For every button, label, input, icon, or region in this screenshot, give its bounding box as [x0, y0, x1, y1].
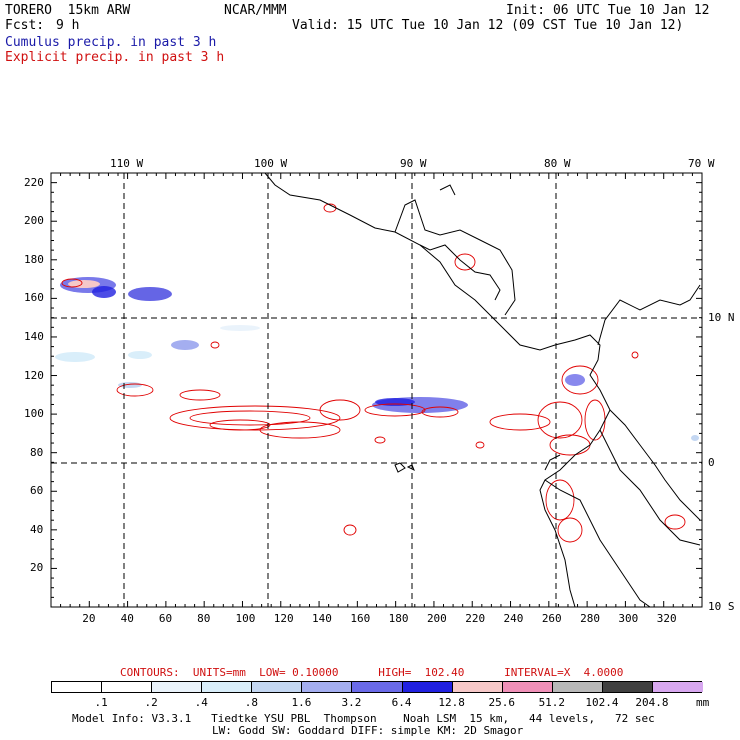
colorbar-cell: [652, 682, 703, 692]
colorbar-label: 102.4: [585, 696, 619, 709]
x-tick-label: 200: [426, 612, 447, 625]
x-tick-label: 300: [618, 612, 639, 625]
y-tick-label: 80: [30, 445, 44, 459]
lon-label-80w: 80 W: [544, 157, 571, 170]
colorbar-cell: [152, 682, 203, 692]
x-tick-label: 160: [350, 612, 371, 625]
colorbar-cell: [352, 682, 403, 692]
explicit-legend: Explicit precip. in past 3 h: [5, 50, 225, 65]
colorbar-label: .8: [244, 696, 258, 709]
colorbar-cell: [102, 682, 153, 692]
valid-time: Valid: 15 UTC Tue 10 Jan 12 (09 CST Tue …: [292, 18, 684, 33]
forecast-hour: 9 h: [56, 18, 80, 33]
colorbar-cell: [302, 682, 353, 692]
x-tick-label: 60: [158, 612, 173, 625]
lat-label-0: 0: [708, 456, 715, 469]
y-tick-label: 100: [24, 407, 44, 421]
y-tick-label: 200: [24, 214, 44, 228]
organization-label: NCAR/MMM: [224, 3, 287, 18]
y-tick-label: 60: [30, 484, 44, 498]
colorbar-cell: [452, 682, 503, 692]
lat-label-10s: 10 S: [708, 600, 735, 613]
colorbar-label: 51.2: [538, 696, 566, 709]
lon-label-110w: 110 W: [110, 157, 144, 170]
y-tick-label: 40: [30, 522, 44, 536]
x-tick-label: 240: [503, 612, 524, 625]
model-info: Model Info: V3.3.1 Tiedtke YSU PBL Thomp…: [72, 712, 655, 725]
x-tick-label: 140: [312, 612, 332, 625]
cumulus-legend: Cumulus precip. in past 3 h: [5, 35, 217, 50]
colorbar-cell: [402, 682, 453, 692]
y-tick-label: 160: [24, 291, 44, 305]
y-tick-label: 20: [30, 561, 44, 575]
lon-label-70w: 70 W: [688, 157, 715, 170]
colorbar-cell: [602, 682, 653, 692]
colorbar-cell: [52, 682, 103, 692]
x-tick-label: 100: [235, 612, 256, 625]
x-tick-label: 120: [273, 612, 294, 625]
coastlines: [264, 172, 701, 608]
graticule: [51, 173, 702, 607]
colorbar-cell: [552, 682, 603, 692]
model-physics: LW: Godd SW: Goddard DIFF: simple KM: 2D…: [212, 724, 524, 737]
colorbar-label: 12.8: [438, 696, 465, 709]
model-title: TORERO 15km ARW: [5, 3, 131, 18]
x-tick-label: 260: [541, 612, 562, 625]
lon-label-100w: 100 W: [254, 157, 288, 170]
lon-label-90w: 90 W: [400, 157, 427, 170]
y-tick-label: 180: [24, 252, 44, 266]
colorbar: [51, 681, 703, 693]
y-tick-label: 120: [24, 368, 44, 382]
forecast-label: Fcst:: [5, 18, 45, 33]
colorbar-label: .2: [144, 696, 158, 709]
x-tick-label: 220: [465, 612, 486, 625]
colorbar-label: 1.6: [291, 696, 312, 709]
contours-info: CONTOURS: UNITS=mm LOW= 0.10000 HIGH= 10…: [120, 666, 624, 679]
x-tick-label: 280: [580, 612, 600, 625]
y-tick-label: 140: [24, 329, 44, 343]
colorbar-label: 25.6: [488, 696, 515, 709]
cumulus-precip-areas: [55, 277, 699, 441]
colorbar-cell: [502, 682, 553, 692]
colorbar-unit: mm: [696, 696, 710, 709]
x-tick-label: 20: [82, 612, 96, 625]
colorbar-label: .1: [94, 696, 108, 709]
x-tick-label: 320: [656, 612, 677, 625]
x-tick-label: 40: [120, 612, 134, 625]
axis-ticks: [50, 172, 703, 608]
map-frame: [50, 172, 703, 608]
colorbar-label: .4: [194, 696, 208, 709]
init-time: Init: 06 UTC Tue 10 Jan 12: [506, 3, 710, 18]
colorbar-cell: [202, 682, 253, 692]
colorbar-label: 6.4: [391, 696, 412, 709]
colorbar-label: 3.2: [341, 696, 362, 709]
colorbar-label: 204.8: [635, 696, 669, 709]
lat-label-10n: 10 N: [708, 311, 735, 324]
x-tick-label: 180: [388, 612, 409, 625]
x-tick-label: 80: [197, 612, 211, 625]
colorbar-cell: [252, 682, 303, 692]
y-tick-label: 220: [24, 175, 44, 189]
